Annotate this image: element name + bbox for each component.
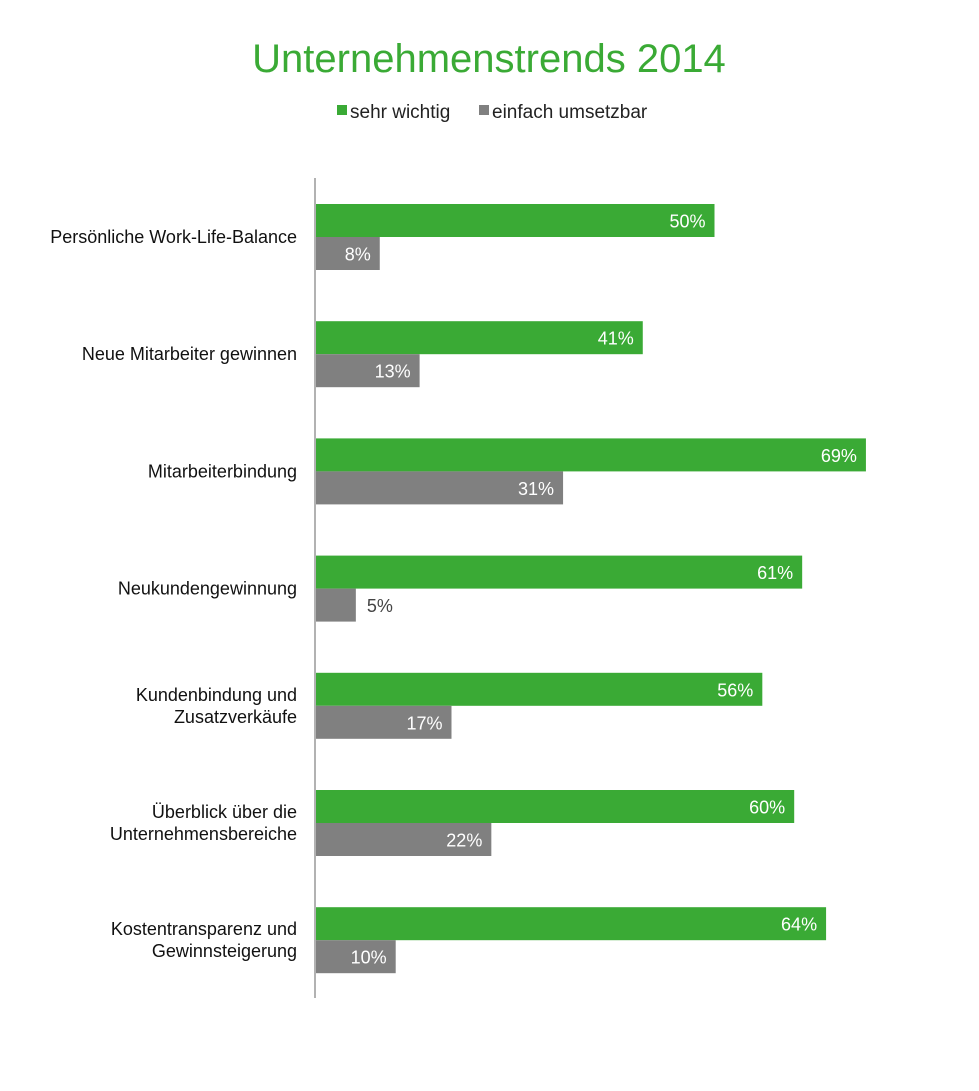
data-label-sehr-wichtig: 41% — [598, 329, 634, 349]
category-label: Persönliche Work-Life-Balance — [50, 227, 297, 247]
category-label: Überblick über die Unternehmensbereiche — [110, 802, 297, 844]
bar-sehr-wichtig — [316, 790, 795, 823]
bar-sehr-wichtig — [316, 672, 763, 706]
bars — [316, 204, 866, 974]
data-label-einfach-umsetzbar: 10% — [351, 948, 387, 968]
data-label-sehr-wichtig: 56% — [717, 680, 753, 700]
chart-title: Unternehmenstrends 2014 — [252, 37, 726, 81]
legend-swatch-einfach-umsetzbar — [479, 105, 489, 115]
bar-einfach-umsetzbar — [316, 354, 420, 388]
bar-labels: 50% 8% 41% 13% 69% 31% 61% 5% 56% 17% 60% 22% 64% 10% — [345, 212, 857, 968]
data-label-sehr-wichtig: 61% — [757, 563, 793, 583]
category-label: Kostentransparenz und Gewinnsteigerung — [111, 919, 297, 961]
data-label-sehr-wichtig: 60% — [749, 798, 785, 818]
bar-einfach-umsetzbar — [316, 940, 396, 974]
bar-sehr-wichtig — [316, 555, 803, 589]
data-label-einfach-umsetzbar: 22% — [446, 831, 482, 851]
legend: sehr wichtig einfach umsetzbar — [337, 102, 648, 123]
legend-swatch-sehr-wichtig — [337, 105, 347, 115]
bar-einfach-umsetzbar — [316, 588, 356, 622]
category-label: Neue Mitarbeiter gewinnen — [82, 344, 297, 364]
data-label-einfach-umsetzbar: 13% — [375, 362, 411, 382]
data-label-sehr-wichtig: 64% — [781, 915, 817, 935]
bar-sehr-wichtig — [316, 438, 866, 472]
bar-sehr-wichtig — [316, 204, 715, 237]
data-label-einfach-umsetzbar: 17% — [406, 713, 442, 733]
bar-einfach-umsetzbar — [316, 237, 380, 270]
legend-label-sehr-wichtig: sehr wichtig — [350, 102, 450, 123]
bar-sehr-wichtig — [316, 907, 827, 941]
bar-einfach-umsetzbar — [316, 705, 452, 739]
category-label: Neukundengewinnung — [118, 579, 297, 599]
data-label-einfach-umsetzbar: 31% — [518, 479, 554, 499]
bar-einfach-umsetzbar — [316, 471, 564, 505]
category-label: Kundenbindung und Zusatzverkäufe — [136, 685, 297, 727]
legend-label-einfach-umsetzbar: einfach umsetzbar — [492, 102, 648, 123]
category-labels: Persönliche Work-Life-Balance Neue Mitarb… — [50, 227, 297, 961]
data-label-einfach-umsetzbar: 8% — [345, 245, 371, 265]
category-label: Mitarbeiterbindung — [148, 461, 297, 481]
data-label-sehr-wichtig: 50% — [669, 212, 705, 232]
data-label-einfach-umsetzbar: 5% — [367, 596, 393, 616]
bar-einfach-umsetzbar — [316, 823, 492, 856]
data-label-sehr-wichtig: 69% — [821, 446, 857, 466]
bar-sehr-wichtig — [316, 321, 643, 355]
